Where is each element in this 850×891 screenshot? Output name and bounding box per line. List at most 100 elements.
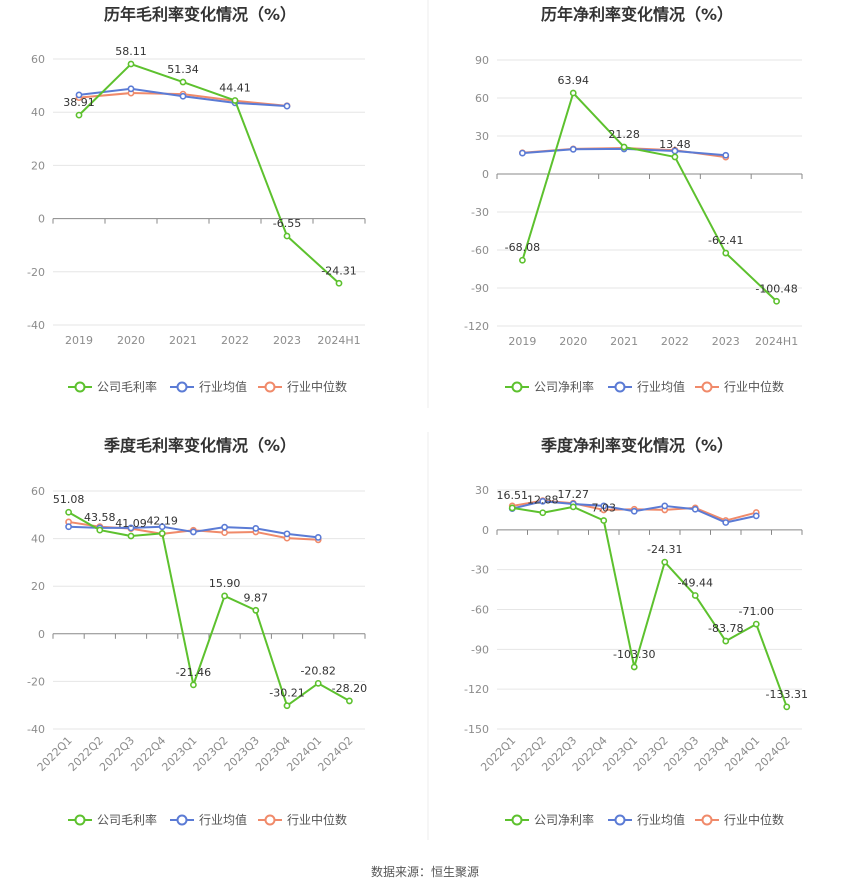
legend-item-company[interactable]: 公司净利率 xyxy=(505,812,594,827)
data-point-company xyxy=(569,503,577,511)
legend-marker xyxy=(74,814,86,826)
legend-item-company[interactable]: 公司净利率 xyxy=(505,379,594,394)
data-point-company xyxy=(252,606,260,614)
data-point-company xyxy=(189,681,197,689)
y-tick-label: -90 xyxy=(471,282,489,295)
chart-title: 历年毛利率变化情况（%） xyxy=(104,5,296,24)
y-tick-label: 30 xyxy=(475,130,489,143)
data-point-company xyxy=(569,89,577,97)
legend-label: 行业均值 xyxy=(637,812,685,827)
data-label: -24.31 xyxy=(321,264,356,277)
data-label: 44.41 xyxy=(219,81,251,94)
data-point-company xyxy=(783,703,791,711)
data-label: 51.08 xyxy=(53,493,85,506)
data-point-company xyxy=(127,60,135,68)
data-point-avg xyxy=(65,523,72,531)
x-tick-label: 2021 xyxy=(169,334,197,347)
data-point-avg xyxy=(722,519,730,526)
legend-item-median[interactable]: 行业中位数 xyxy=(695,379,784,394)
source-label: 数据来源：恒生聚源 xyxy=(371,864,479,879)
data-label: 9.87 xyxy=(244,591,269,604)
data-point-company xyxy=(630,663,638,671)
legend-label: 公司净利率 xyxy=(534,812,594,827)
y-tick-label: 60 xyxy=(31,53,45,66)
y-tick-label: -120 xyxy=(464,320,489,333)
data-label: -49.44 xyxy=(678,576,713,589)
x-tick-label: 2024H1 xyxy=(755,335,798,348)
legend-item-avg[interactable]: 行业均值 xyxy=(608,812,685,827)
data-label: 7.03 xyxy=(592,501,617,514)
legend-marker xyxy=(701,814,713,826)
data-point-company xyxy=(283,232,291,240)
data-point-company xyxy=(127,532,135,540)
chart-title: 历年净利率变化情况（%） xyxy=(541,5,733,24)
data-point-avg xyxy=(127,85,135,93)
chart-1: 历年毛利率变化情况（%） 60 40 20 0 -20 -40 2019 2020 2021 202… xyxy=(27,5,366,394)
x-tick-label: 2024Q2 xyxy=(315,734,355,774)
legend-marker xyxy=(176,381,188,393)
data-label: 15.90 xyxy=(209,577,241,590)
legend-item-avg[interactable]: 行业均值 xyxy=(608,379,685,394)
data-label: -21.46 xyxy=(176,666,211,679)
y-tick-label: 40 xyxy=(31,533,45,546)
legend-label: 行业中位数 xyxy=(724,379,784,394)
y-tick-label: 0 xyxy=(482,168,489,181)
data-label: -103.30 xyxy=(613,648,655,661)
data-label: 42.19 xyxy=(146,514,178,527)
legend-item-company[interactable]: 公司毛利率 xyxy=(68,812,157,827)
y-tick-label: 60 xyxy=(31,485,45,498)
legend-marker xyxy=(264,381,276,393)
legend-marker xyxy=(264,814,276,826)
data-point-avg xyxy=(691,505,699,513)
legend-marker xyxy=(614,814,626,826)
data-point-avg xyxy=(127,524,135,532)
x-tick-label: 2022 xyxy=(221,334,249,347)
x-tick-label: 2019 xyxy=(65,334,93,347)
x-tick-label: 2024H1 xyxy=(317,334,360,347)
data-label: -24.31 xyxy=(647,543,682,556)
data-point-company xyxy=(600,517,608,524)
y-tick-label: -150 xyxy=(464,723,489,736)
legend-item-median[interactable]: 行业中位数 xyxy=(258,812,347,827)
legend-marker xyxy=(511,814,523,826)
x-tick-label: 2023 xyxy=(712,335,740,348)
data-point-company xyxy=(691,592,699,599)
data-label: -6.55 xyxy=(273,217,301,230)
y-tick-label: -60 xyxy=(471,604,489,617)
chart-title: 季度毛利率变化情况（%） xyxy=(103,436,296,455)
data-label: 17.27 xyxy=(558,488,590,501)
chart-3: 季度毛利率变化情况（%）6040200-20-402022Q12022Q2202… xyxy=(27,436,367,827)
data-point-avg xyxy=(283,102,291,110)
y-tick-label: 0 xyxy=(38,628,45,641)
legend-item-company[interactable]: 公司毛利率 xyxy=(68,379,157,394)
data-point-company xyxy=(314,679,322,687)
series-line-company xyxy=(512,505,788,708)
data-point-company xyxy=(283,702,291,710)
data-point-avg xyxy=(630,507,638,515)
data-point-avg xyxy=(539,497,547,505)
data-point-avg xyxy=(569,145,577,153)
data-point-company xyxy=(539,509,547,517)
data-label: -30.21 xyxy=(269,687,304,700)
legend-item-median[interactable]: 行业中位数 xyxy=(258,379,347,394)
data-point-company xyxy=(661,558,669,566)
data-point-avg xyxy=(179,92,187,100)
legend-item-avg[interactable]: 行业均值 xyxy=(170,812,247,827)
y-tick-label: 20 xyxy=(31,159,45,172)
data-point-company xyxy=(671,153,679,161)
legend-label: 行业中位数 xyxy=(724,812,784,827)
legend-label: 行业中位数 xyxy=(287,379,347,394)
x-tick-label: 2023 xyxy=(273,334,301,347)
legend-item-avg[interactable]: 行业均值 xyxy=(170,379,247,394)
legend-label: 行业均值 xyxy=(199,379,247,394)
y-tick-label: 0 xyxy=(38,213,45,226)
legend-label: 公司净利率 xyxy=(534,379,594,394)
legend-item-median[interactable]: 行业中位数 xyxy=(695,812,784,827)
legend-label: 行业中位数 xyxy=(287,812,347,827)
data-point-company xyxy=(722,249,730,257)
y-tick-label: 40 xyxy=(31,106,45,119)
legend-marker xyxy=(511,381,523,393)
data-point-avg xyxy=(752,512,760,520)
y-tick-label: -90 xyxy=(471,643,489,656)
data-point-avg xyxy=(722,151,730,159)
